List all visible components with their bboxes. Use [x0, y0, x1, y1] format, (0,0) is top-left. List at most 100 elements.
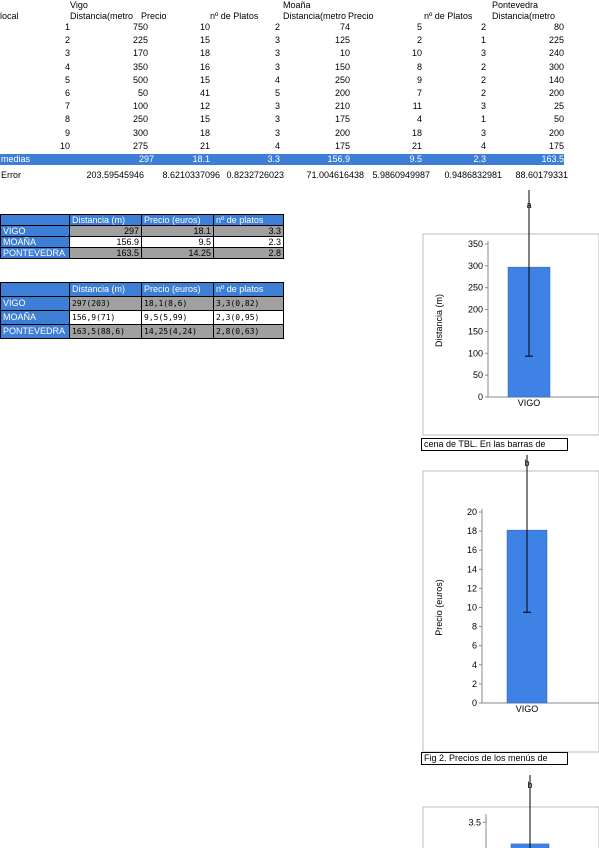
y-tick-label: 18: [467, 526, 477, 536]
row-label: MOAÑA: [0, 310, 70, 325]
y-tick-label: 300: [468, 261, 483, 271]
row-index: 2: [64, 35, 70, 46]
table-cell: 4: [274, 140, 280, 151]
table-cell: 200: [548, 127, 564, 138]
table-cell: 3: [480, 127, 486, 138]
table-cell: 15: [199, 35, 210, 46]
significance-letter: a: [526, 200, 531, 210]
table-cell: 3,3(0,82): [213, 296, 284, 311]
table-row: PONTEVEDRA 163,5(88,6) 14,25(4,24) 2,8(0…: [0, 324, 284, 339]
y-axis-label: Precio (euros): [434, 579, 444, 636]
table-cell: 225: [132, 35, 148, 46]
row-label: PONTEVEDRA: [0, 324, 70, 339]
x-category-label: VIGO: [516, 704, 539, 714]
table-cell: 50: [553, 114, 564, 125]
col-header: Distancia(metro: [70, 11, 134, 21]
table-cell: 3: [274, 127, 280, 138]
table-cell: 2: [480, 74, 486, 85]
y-axis-label: Distancia (m): [434, 294, 444, 347]
col-header: Precio: [141, 11, 167, 21]
table-cell: 125: [334, 35, 350, 46]
y-tick-label: 200: [468, 305, 483, 315]
col-header: nº de Platos: [424, 11, 473, 21]
table-row: MOAÑA 156,9(71) 9,5(5,99) 2,3(0,95): [0, 310, 284, 325]
y-tick-label: 150: [468, 326, 483, 336]
y-tick-label: 10: [467, 603, 477, 613]
table-cell: 80: [553, 22, 564, 32]
row-index: 6: [64, 88, 70, 98]
table-cell: 10: [199, 22, 210, 32]
table-cell: 4: [480, 140, 486, 151]
chart-distance: 0 50 100 150 200 250 300 350 a Distancia (m) VIGO: [422, 190, 599, 436]
chart-price: 0 2 4 6 8 10 12 14 16 18 20 b Precio (euros) VIGO: [422, 455, 599, 753]
y-tick-label: 0: [472, 698, 477, 708]
row-index: 4: [64, 61, 70, 72]
y-tick-label: 350: [468, 239, 483, 249]
medias-cell: 297: [138, 154, 154, 164]
header-cell: nº de platos: [213, 214, 284, 226]
table-cell: 200: [334, 88, 350, 98]
table-cell: 1: [480, 114, 486, 125]
row-label: MOAÑA: [0, 236, 70, 248]
error-cell: 71.004616438: [306, 170, 364, 180]
table-cell: 8: [416, 61, 422, 72]
y-tick-label: 4: [472, 660, 477, 670]
table-cell: 350: [132, 61, 148, 72]
error-cell: 88.60179331: [515, 170, 568, 180]
table-cell: 10: [339, 48, 350, 59]
table-cell: 140: [548, 74, 564, 85]
y-tick-label: 6: [472, 641, 477, 651]
summary-table-errors: Distancia (m) Precio (euros) nº de plato…: [0, 282, 284, 339]
table-cell: 175: [334, 140, 350, 151]
table-cell: 3: [274, 101, 280, 112]
table-cell: 4: [416, 114, 422, 125]
table-cell: 2: [480, 22, 486, 32]
table-cell: 2.3: [213, 236, 284, 248]
table-cell: 2: [480, 61, 486, 72]
table-row: VIGO 297 18.1 3.3: [0, 225, 284, 237]
error-cell: 8.6210337096: [162, 170, 220, 180]
figure-caption-2: Fig 2. Precios de los menús de: [421, 752, 568, 765]
header-cell: Distancia (m): [69, 282, 142, 297]
error-cell: 5.9860949987: [372, 170, 430, 180]
table-cell: 3: [480, 101, 486, 112]
header-cell: Precio (euros): [141, 282, 214, 297]
header-blank: [0, 214, 70, 226]
table-cell: 250: [334, 74, 350, 85]
table-cell: 163,5(88,6): [69, 324, 142, 339]
row-index: 5: [64, 74, 70, 85]
table-cell: 156,9(71): [69, 310, 142, 325]
table-cell: 2,3(0,95): [213, 310, 284, 325]
table-cell: 3.3: [213, 225, 284, 237]
table-cell: 275: [132, 140, 148, 151]
table-cell: 16: [199, 61, 210, 72]
table-cell: 12: [199, 101, 210, 112]
table-cell: 11: [412, 101, 422, 112]
group-label-vigo: Vigo: [70, 0, 88, 10]
y-tick-label: 250: [468, 283, 483, 293]
table-cell: 163.5: [69, 247, 142, 259]
table-cell: 500: [132, 74, 148, 85]
table-cell: 175: [334, 114, 350, 125]
y-tick-label: 50: [473, 370, 483, 380]
table-row: VIGO 297(203) 18,1(8,6) 3,3(0,82): [0, 296, 284, 311]
row-index: 7: [64, 101, 70, 112]
table-cell: 2.8: [213, 247, 284, 259]
table-cell: 250: [132, 114, 148, 125]
header-cell: Distancia (m): [69, 214, 142, 226]
table-cell: 18: [199, 127, 210, 138]
row-index: 3: [64, 48, 70, 59]
table-cell: 21: [199, 140, 210, 151]
table-cell: 50: [137, 88, 148, 98]
header-blank: [0, 282, 70, 297]
y-tick-label: 20: [467, 507, 477, 517]
error-cell: 0.9486832981: [444, 170, 502, 180]
table-cell: 1: [480, 35, 486, 46]
table-cell: 18.1: [141, 225, 214, 237]
y-tick-label: 3.5: [468, 817, 481, 827]
table-cell: 100: [132, 101, 148, 112]
table-cell: 41: [199, 88, 210, 98]
table-cell: 3: [274, 48, 280, 59]
table-cell: 210: [334, 101, 350, 112]
table-cell: 15: [199, 74, 210, 85]
